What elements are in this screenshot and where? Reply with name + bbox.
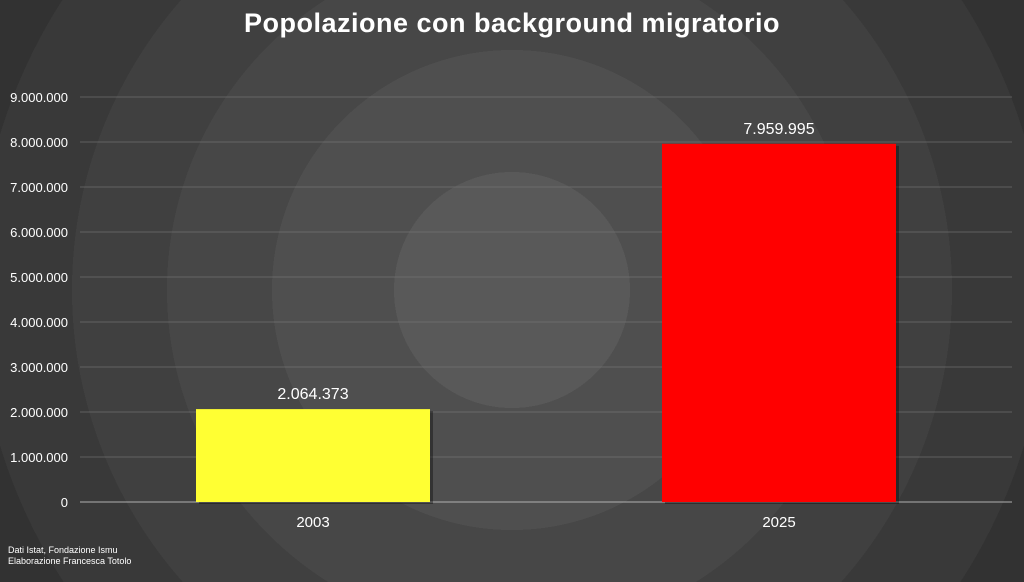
x-tick-label: 2025 bbox=[762, 514, 795, 531]
chart-title: Popolazione con background migratorio bbox=[243, 8, 781, 38]
y-tick-label: 4.000.000 bbox=[10, 315, 68, 330]
y-tick-label: 3.000.000 bbox=[10, 360, 68, 375]
bar-2025 bbox=[662, 143, 896, 502]
y-tick-label: 8.000.000 bbox=[10, 135, 68, 150]
y-tick-label: 6.000.000 bbox=[10, 225, 68, 240]
bar-value-label: 2.064.373 bbox=[277, 386, 348, 403]
y-tick-label: 1.000.000 bbox=[10, 450, 68, 465]
source-note: Dati Istat, Fondazione Ismu Elaborazione… bbox=[8, 545, 131, 567]
y-tick-label: 5.000.000 bbox=[10, 270, 68, 285]
y-tick-label: 0 bbox=[61, 495, 68, 510]
bar-value-label: 7.959.995 bbox=[743, 121, 814, 138]
y-tick-label: 9.000.000 bbox=[10, 90, 68, 105]
y-tick-label: 2.000.000 bbox=[10, 405, 68, 420]
x-tick-label: 2003 bbox=[296, 514, 329, 531]
bar-2003 bbox=[196, 409, 430, 502]
source-line-author: Elaborazione Francesca Totolo bbox=[8, 556, 132, 566]
source-line-data: Dati Istat, Fondazione Ismu bbox=[8, 545, 118, 555]
y-tick-label: 7.000.000 bbox=[10, 180, 68, 195]
